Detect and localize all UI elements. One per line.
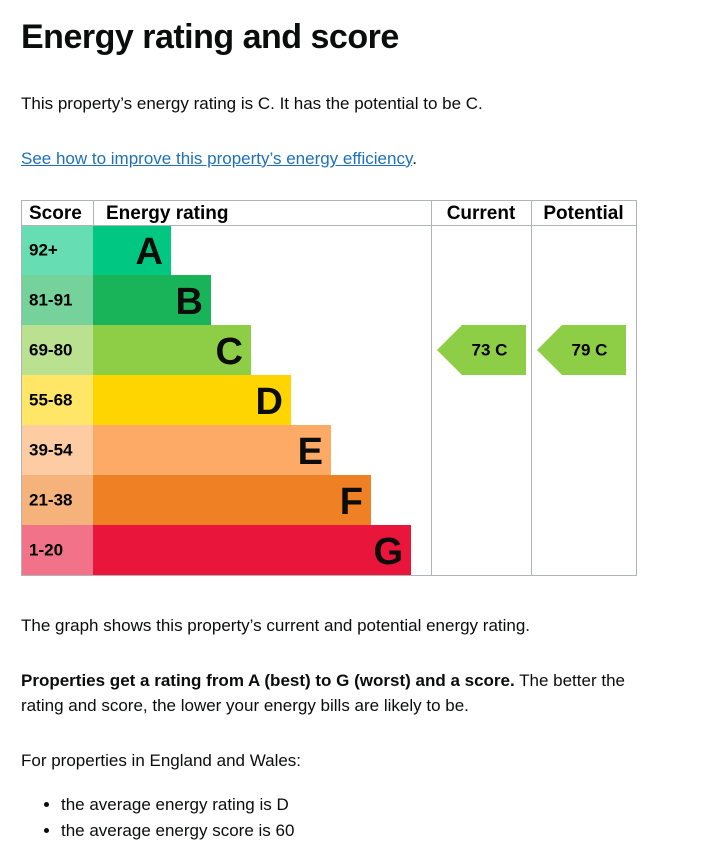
- score-cell: [21, 325, 93, 375]
- column-header: Score: [29, 203, 82, 224]
- rating-letter: C: [216, 331, 243, 373]
- bold-text: Properties get a rating from A (best) to…: [21, 671, 515, 690]
- rating-bar: [93, 325, 251, 375]
- score-label: 55-68: [29, 391, 72, 410]
- rating-letter: A: [136, 231, 163, 273]
- link-after: .: [412, 149, 417, 168]
- link-line: See how to improve this property’s energ…: [21, 146, 661, 171]
- paragraph: For properties in England and Wales:: [21, 751, 302, 770]
- rating-bar: [93, 475, 371, 525]
- rating-letter: B: [176, 281, 203, 323]
- column-header: Energy rating: [106, 203, 228, 224]
- score-cell-tint: [21, 225, 93, 275]
- bullet: the average energy score is 60: [61, 818, 294, 844]
- rating-letter: G: [373, 531, 403, 573]
- rating-bar: [93, 225, 171, 275]
- heading: Energy rating and score: [21, 18, 399, 56]
- rating-bar: [93, 375, 291, 425]
- potential-label: 79 C: [572, 341, 608, 360]
- potential-arrow: [537, 325, 626, 375]
- text: The better the rating and score, the low…: [21, 671, 625, 715]
- score-cell: [21, 375, 93, 425]
- score-label: 69-80: [29, 341, 72, 360]
- score-cell: [21, 525, 93, 575]
- intro: This property’s energy rating is C. It h…: [21, 94, 483, 113]
- score-cell-tint: [21, 475, 93, 525]
- score-cell-tint: [21, 275, 93, 325]
- rating-bar: [93, 525, 411, 575]
- score-cell-tint: [21, 325, 93, 375]
- score-label: 92+: [29, 241, 58, 260]
- score-label: 39-54: [29, 441, 73, 460]
- current-arrow: [437, 325, 526, 375]
- rating-bar: [93, 275, 211, 325]
- epc-chart: 92+ A 81-91 B 69-80 C 55-68 D 39-54 E 21-38 F 1-20 G S…: [21, 200, 637, 576]
- table-border: [21, 200, 637, 576]
- score-cell-tint: [21, 375, 93, 425]
- column-header: Potential: [543, 203, 623, 224]
- score-cell: [21, 425, 93, 475]
- column-header: Current: [447, 203, 516, 224]
- score-cell: [21, 475, 93, 525]
- rating-letter: F: [340, 481, 363, 523]
- paragraph: Properties get a rating from A (best) to…: [21, 668, 661, 718]
- rating-letter: E: [298, 431, 323, 473]
- score-label: 1-20: [29, 541, 63, 560]
- score-cell: [21, 225, 93, 275]
- score-cell: [21, 275, 93, 325]
- score-label: 21-38: [29, 491, 72, 510]
- current-label: 73 C: [472, 341, 508, 360]
- bullet: the average energy rating is D: [61, 792, 294, 818]
- rating-bar: [93, 425, 331, 475]
- rating-letter: D: [256, 381, 283, 423]
- improve-link[interactable]: See how to improve this property’s energ…: [21, 149, 413, 168]
- bullet-list: the average energy rating is D the avera…: [21, 792, 294, 844]
- score-cell-tint: [21, 525, 93, 575]
- paragraph: The graph shows this property’s current …: [21, 616, 531, 635]
- score-cell-tint: [21, 425, 93, 475]
- score-label: 81-91: [29, 291, 72, 310]
